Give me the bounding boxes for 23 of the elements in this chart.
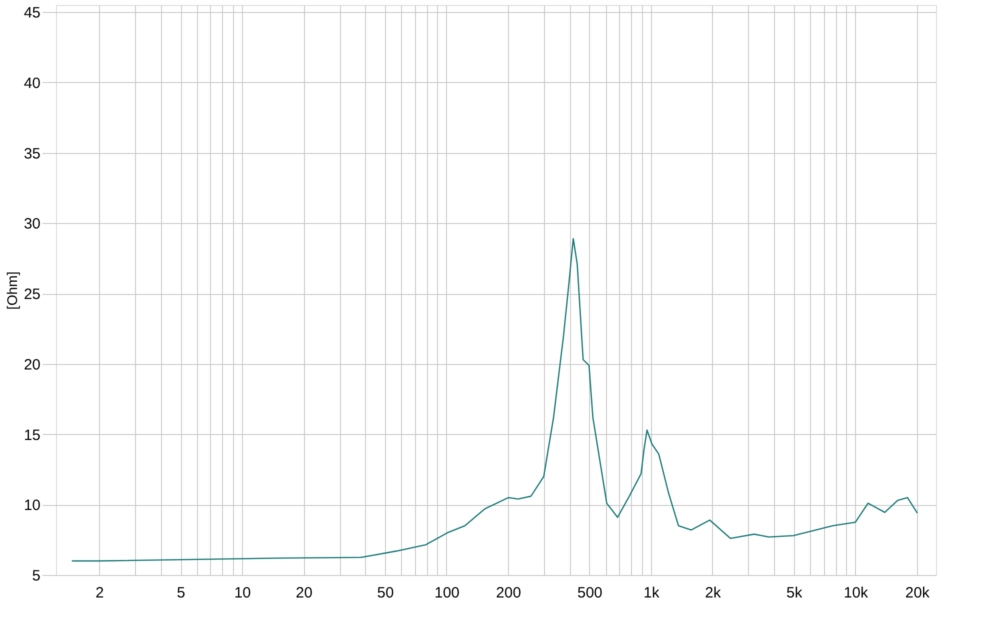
x-tick-label: 5 [176,584,186,602]
x-tick-label: 100 [434,584,460,602]
y-tick-label: 10 [24,497,40,514]
y-axis-title: [Ohm] [4,271,20,310]
y-tick-label: 25 [24,286,40,304]
x-tick-label: 50 [377,584,394,602]
x-tick-label: 200 [496,584,522,602]
x-tick-label: 1k [644,584,660,602]
x-tick-label: 2 [95,584,104,602]
y-tick-label: 30 [24,216,40,233]
x-tick-label: 2k [705,584,722,602]
x-tick-label: 20k [905,584,930,602]
y-tick-label: 5 [32,568,40,584]
y-tick-label: 35 [24,145,40,162]
y-tick-label: 15 [24,426,40,444]
x-tick-label: 20 [296,584,312,602]
x-tick-label: 10k [844,584,868,602]
y-tick-label: 20 [24,356,40,374]
y-tick-label: 45 [24,4,40,22]
y-tick-label: 40 [24,74,40,92]
x-tick-label: 500 [577,584,602,602]
x-tick-label: 10 [234,584,251,602]
x-tick-label: 5k [786,584,803,602]
